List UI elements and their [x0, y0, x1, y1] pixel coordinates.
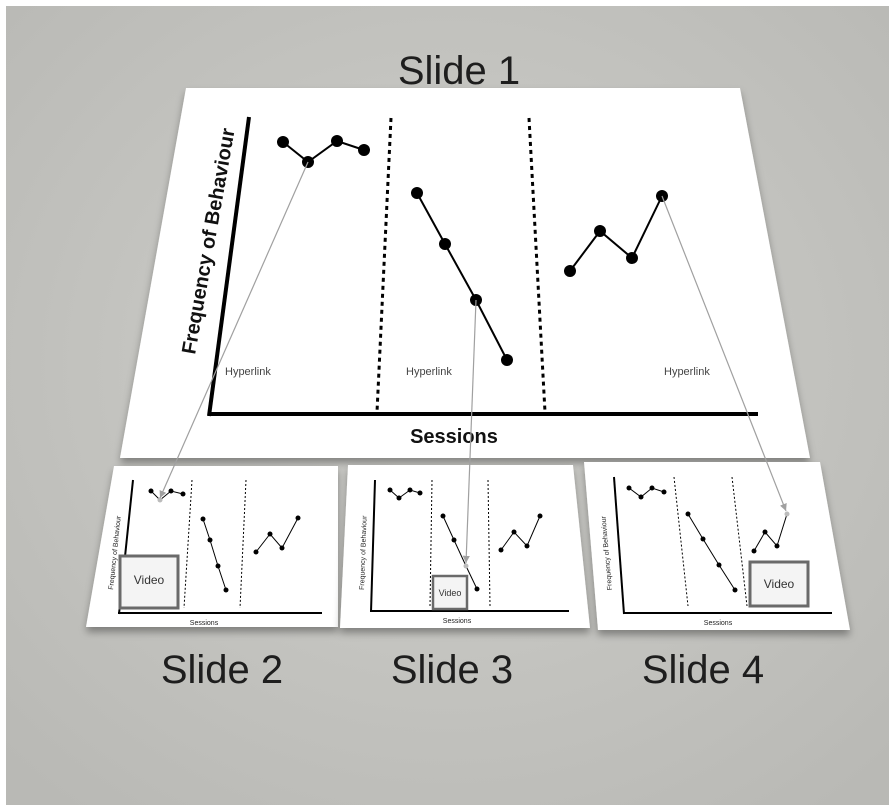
slide-3-video-frame[interactable]	[431, 574, 469, 611]
hyperlink-phase-1[interactable]: Hyperlink	[225, 366, 271, 378]
slide-3-video-label: Video	[439, 588, 462, 598]
slide-2-video-label: Video	[134, 573, 165, 587]
data-point	[295, 515, 301, 521]
slide-3-phase-1-line	[389, 489, 421, 499]
data-point	[168, 488, 174, 494]
slide-1-page	[120, 88, 810, 458]
data-point	[157, 497, 163, 503]
data-point	[784, 511, 790, 517]
phase-1-line	[282, 139, 365, 164]
link-arrow-slide-4	[661, 195, 787, 512]
phase-3-line	[569, 195, 663, 272]
slide-2-title: Slide 2	[161, 648, 283, 692]
slide-3-phase-3-line	[500, 515, 541, 551]
slide-2-x-axis-label: Sessions	[190, 620, 219, 627]
slide-2-video-frame[interactable]	[118, 554, 180, 610]
slide-3-x-axis-label: Sessions	[443, 618, 472, 625]
slide-3-divider-1	[429, 479, 433, 607]
data-point	[215, 563, 221, 569]
data-point	[331, 135, 343, 147]
slide-2-divider-1	[183, 479, 193, 609]
slide-4-x-axis-label: Sessions	[704, 620, 733, 627]
data-point	[649, 485, 655, 491]
data-point	[396, 495, 402, 501]
data-point	[411, 187, 423, 199]
data-point	[762, 529, 768, 535]
slide-3: Frequency of Behaviour Sessions Video	[340, 465, 590, 628]
phase-2-line	[416, 192, 508, 361]
data-point	[451, 537, 457, 543]
phase-divider-2	[527, 117, 547, 413]
data-point	[564, 265, 576, 277]
hyperlink-phase-3[interactable]: Hyperlink	[664, 366, 710, 378]
data-point	[498, 547, 504, 553]
data-point	[501, 354, 513, 366]
data-point	[277, 136, 289, 148]
slide-3-divider-2	[487, 479, 491, 607]
data-point	[524, 543, 530, 549]
data-point	[148, 488, 154, 494]
data-point	[180, 491, 186, 497]
data-point	[774, 543, 780, 549]
slide-4-divider-1	[673, 476, 689, 607]
slide-4-title: Slide 4	[642, 648, 764, 692]
x-axis-label: Sessions	[410, 426, 498, 448]
slide-4-y-axis	[613, 476, 625, 615]
data-point	[751, 548, 757, 554]
phase-divider-1	[375, 117, 393, 413]
slide-4-phase-2-line	[687, 513, 736, 591]
slide-2-phase-3-line	[255, 517, 299, 553]
slide-1-title: Slide 1	[398, 49, 520, 93]
data-point	[594, 225, 606, 237]
hyperlink-phase-2[interactable]: Hyperlink	[406, 366, 452, 378]
slide-4-divider-2	[731, 476, 748, 607]
data-point	[440, 513, 446, 519]
data-point	[267, 531, 273, 537]
y-axis	[207, 116, 251, 417]
slide-1: Frequency of Behaviour Sessions Hyperlin…	[120, 88, 810, 458]
data-point	[474, 586, 480, 592]
data-point	[407, 487, 413, 493]
data-point	[626, 252, 638, 264]
slide-3-y-axis	[370, 479, 376, 613]
data-point	[685, 511, 691, 517]
data-point	[207, 537, 213, 543]
data-point	[200, 516, 206, 522]
slide-3-page	[340, 465, 590, 628]
data-point	[253, 549, 259, 555]
data-point	[626, 485, 632, 491]
data-point	[463, 563, 469, 569]
data-point	[511, 529, 517, 535]
data-point	[417, 490, 423, 496]
data-point	[700, 536, 706, 542]
data-point	[732, 587, 738, 593]
data-point	[439, 238, 451, 250]
slide-2-divider-2	[239, 479, 247, 609]
slide-3-phase-2-line	[442, 515, 478, 590]
slide-3-y-axis-label: Frequency of Behaviour	[359, 515, 369, 590]
data-point	[638, 494, 644, 500]
link-arrow-slide-2	[159, 161, 309, 499]
data-point	[358, 144, 370, 156]
slide-4-phase-1-line	[628, 487, 665, 498]
slide-2: Frequency of Behaviour Sessions Video	[86, 466, 338, 627]
data-point	[716, 562, 722, 568]
slide-2-phase-2-line	[202, 518, 227, 591]
data-point	[661, 489, 667, 495]
slide-4-video-label: Video	[764, 577, 795, 591]
link-arrow-slide-3	[462, 299, 477, 564]
data-point	[537, 513, 543, 519]
data-point	[223, 587, 229, 593]
slide-4-video-frame[interactable]	[748, 560, 810, 608]
slide-4-phase-3-line	[753, 513, 788, 552]
slide-3-title: Slide 3	[391, 648, 513, 692]
data-point	[279, 545, 285, 551]
data-point	[387, 487, 393, 493]
slide-4: Frequency of Behaviour Sessions Video	[584, 462, 850, 630]
